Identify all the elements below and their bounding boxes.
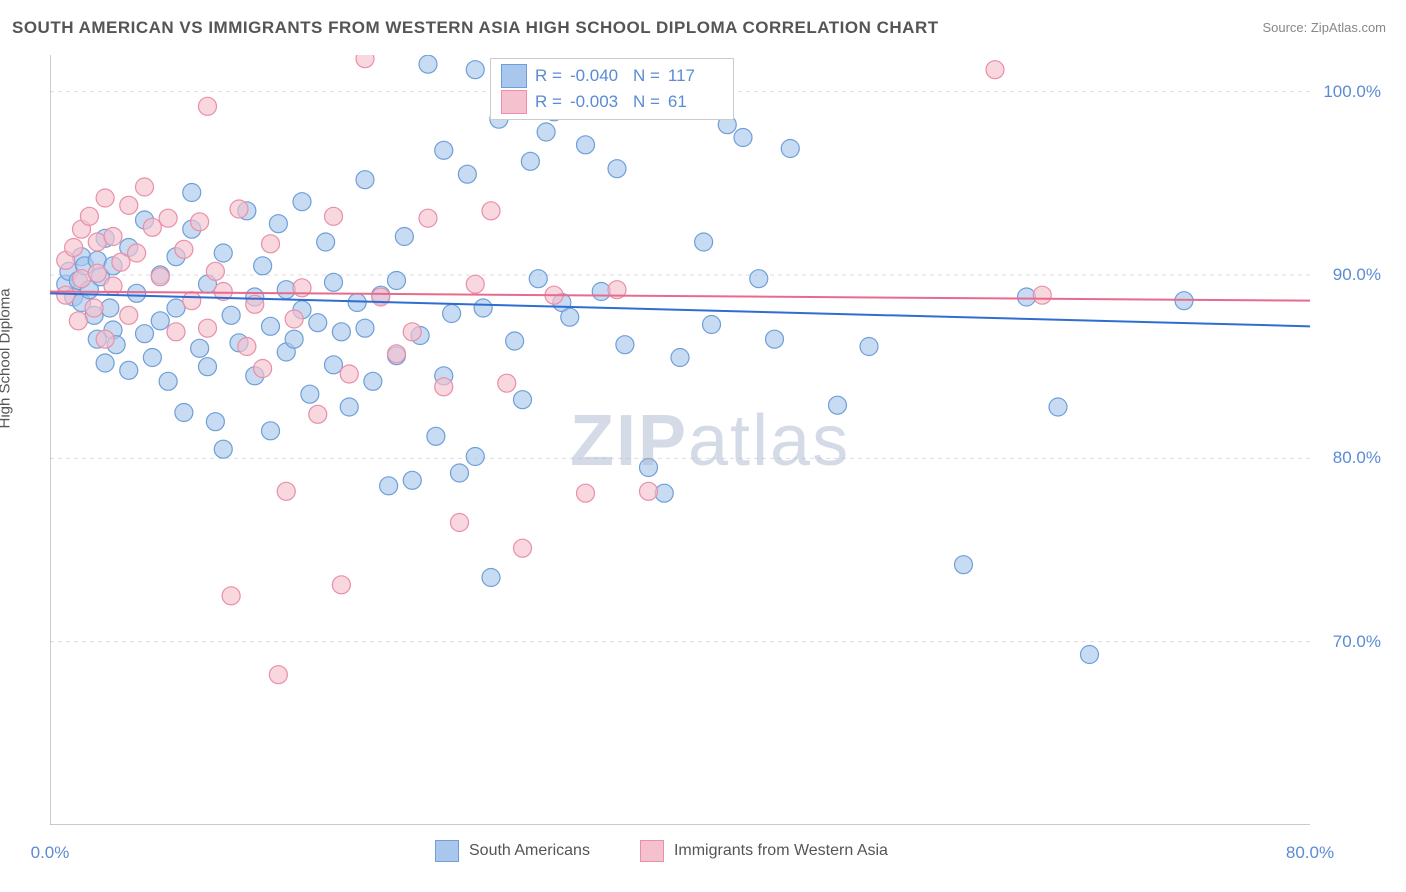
legend-n-label: N =	[633, 92, 660, 112]
legend-bottom: South Americans Immigrants from Western …	[435, 840, 888, 862]
legend-top: R = -0.040 N = 117 R = -0.003 N = 61	[490, 58, 734, 120]
legend-n-value: 117	[668, 66, 723, 86]
legend-r-label: R =	[535, 66, 562, 86]
legend-bottom-label: Immigrants from Western Asia	[674, 842, 888, 860]
legend-r-label: R =	[535, 92, 562, 112]
chart-title: SOUTH AMERICAN VS IMMIGRANTS FROM WESTER…	[12, 18, 939, 38]
legend-swatch-icon	[501, 90, 527, 114]
y-tick-label: 70.0%	[1333, 632, 1381, 652]
legend-r-value: -0.003	[570, 92, 625, 112]
y-tick-label: 80.0%	[1333, 448, 1381, 468]
correlation-chart	[50, 55, 1310, 825]
y-tick-label: 90.0%	[1333, 265, 1381, 285]
legend-swatch-icon	[501, 64, 527, 88]
legend-r-value: -0.040	[570, 66, 625, 86]
legend-swatch-icon	[435, 840, 459, 862]
y-tick-label: 100.0%	[1323, 82, 1381, 102]
x-tick-label: 0.0%	[31, 843, 70, 863]
legend-n-value: 61	[668, 92, 723, 112]
legend-swatch-icon	[640, 840, 664, 862]
legend-top-row: R = -0.040 N = 117	[501, 63, 723, 89]
legend-n-label: N =	[633, 66, 660, 86]
x-tick-label: 80.0%	[1286, 843, 1334, 863]
legend-top-row: R = -0.003 N = 61	[501, 89, 723, 115]
source-label: Source: ZipAtlas.com	[1262, 20, 1386, 35]
y-axis-label: High School Diploma	[0, 288, 14, 428]
legend-bottom-label: South Americans	[469, 842, 590, 860]
